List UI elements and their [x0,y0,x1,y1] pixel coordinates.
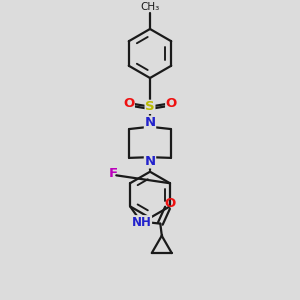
Text: CH₃: CH₃ [140,2,160,12]
Text: NH: NH [132,216,152,229]
Text: O: O [166,97,177,110]
Text: S: S [145,100,155,113]
Text: F: F [108,167,117,180]
Text: O: O [123,97,134,110]
Text: N: N [144,155,156,168]
Text: N: N [144,116,156,129]
Text: O: O [165,197,176,210]
